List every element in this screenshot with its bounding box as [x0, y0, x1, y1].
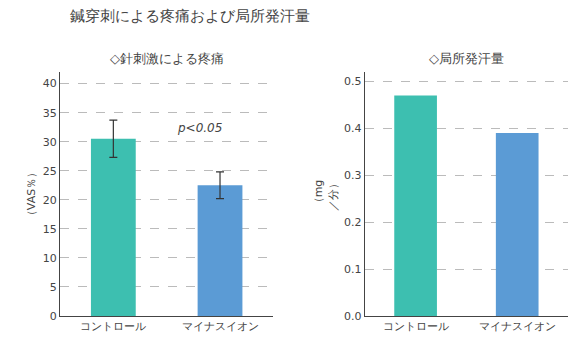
svg-text:35: 35 — [43, 107, 57, 120]
svg-text:コントロール: コントロール — [383, 320, 449, 333]
svg-text:0.2: 0.2 — [344, 216, 362, 229]
svg-text:（VAS％）: （VAS％） — [25, 167, 38, 221]
svg-text:20: 20 — [43, 194, 57, 207]
svg-text:0.5: 0.5 — [344, 75, 362, 88]
svg-text:15: 15 — [43, 223, 57, 236]
svg-text:0.0: 0.0 — [344, 310, 362, 323]
svg-text:マイナスイオン: マイナスイオン — [182, 320, 259, 333]
svg-text:p<0.05: p<0.05 — [177, 121, 222, 135]
svg-text:◇針刺激による疼痛: ◇針刺激による疼痛 — [110, 51, 224, 66]
svg-text:マイナスイオン: マイナスイオン — [479, 320, 556, 333]
svg-text:◇局所発汗量: ◇局所発汗量 — [429, 51, 504, 66]
svg-text:40: 40 — [43, 77, 57, 90]
svg-text:鍼穿刺による疼痛および局所発汗量: 鍼穿刺による疼痛および局所発汗量 — [70, 7, 310, 25]
svg-text:25: 25 — [43, 165, 57, 178]
svg-text:（mg／分）: （mg／分） — [312, 178, 339, 211]
svg-text:5: 5 — [50, 281, 57, 294]
svg-text:30: 30 — [43, 136, 57, 149]
svg-text:0.3: 0.3 — [344, 169, 362, 182]
svg-text:0: 0 — [50, 310, 57, 323]
svg-text:10: 10 — [43, 252, 57, 265]
svg-text:0.1: 0.1 — [344, 263, 362, 276]
svg-text:コントロール: コントロール — [80, 320, 146, 333]
svg-text:0.4: 0.4 — [344, 122, 362, 135]
